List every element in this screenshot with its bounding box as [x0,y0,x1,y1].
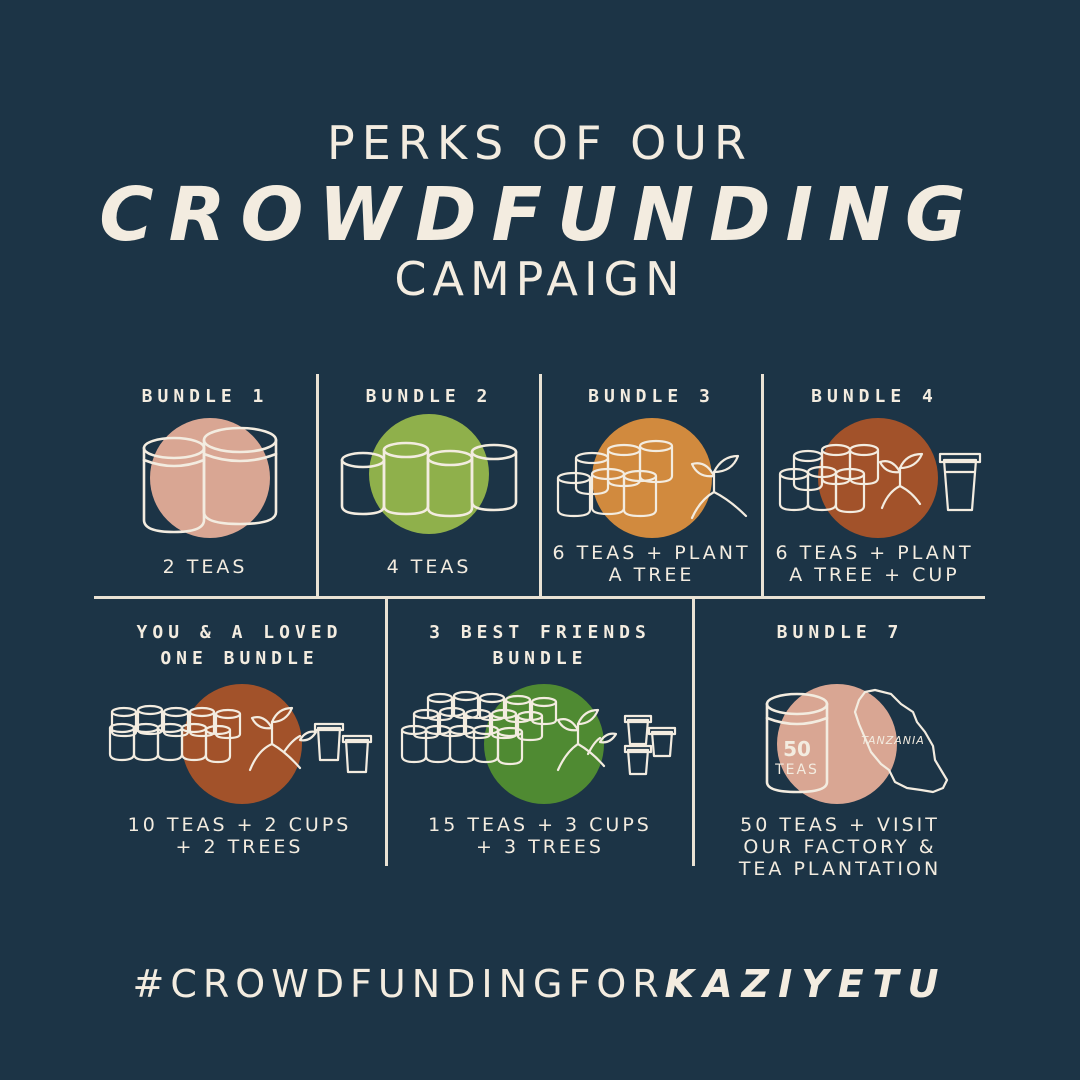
bundle-title: BUNDLE 3 [588,386,715,407]
accent-circle [182,684,302,804]
accent-circle [150,418,270,538]
campaign-hashtag: #CROWDFUNDINGFORKAZIYETU [0,962,1080,1006]
grid-divider [316,374,319,596]
bundle-description: 50 TEAS + VISIT OUR FACTORY & TEA PLANTA… [738,814,942,880]
grid-divider [385,599,388,866]
bundle-card-4: BUNDLE 4 6 TEAS + PLANT A TREE + CUP [764,380,985,596]
bundle-title: 3 BEST FRIENDS BUNDLE [429,622,651,669]
bundle-title: BUNDLE 4 [811,386,938,407]
accent-circle [592,418,712,538]
title-line-3: CAMPAIGN [394,252,686,306]
hashtag-prefix: #CROWDFUNDINGFOR [132,962,665,1006]
grid-divider [539,374,542,596]
hashtag-brand: KAZIYETU [664,962,948,1006]
bundle-description: 4 TEAS [386,556,472,578]
bundle-description: 10 TEAS + 2 CUPS + 2 TREES [127,814,352,858]
map-label: TANZANIA [861,734,925,747]
bundle-description: 6 TEAS + PLANT A TREE + CUP [775,542,974,586]
bundle-card-1: BUNDLE 1 2 TEAS [94,380,316,596]
tea-tin-map-icon: 50 TEAS TANZANIA [765,684,949,804]
bundle-title: BUNDLE 7 [776,622,904,643]
bundle-title: YOU & A LOVED ONE BUNDLE [136,622,343,669]
bundle-card-3: BUNDLE 3 6 TEAS + PLANT A TREE [542,380,761,596]
tea-tins-icon [340,414,518,534]
tea-tins-tree-icon [556,418,748,538]
tea-tins-cups-trees-icon [400,684,677,804]
tea-tins-icon [142,418,278,538]
bundle-title: BUNDLE 2 [365,386,493,407]
bundle-title: BUNDLE 1 [141,386,269,407]
title-line-2: CROWDFUNDING [99,172,981,258]
grid-divider [94,596,985,599]
bundle-card-7: BUNDLE 7 50 TEAS TANZANIA 50 TEAS + VISI… [695,620,985,880]
bundle-card-2: BUNDLE 2 4 TEAS [319,380,539,596]
accent-circle [484,684,604,804]
bundle-card-6: 3 BEST FRIENDS BUNDLE [388,620,692,866]
title-line-1: PERKS OF OUR [327,116,753,170]
bundle-description: 6 TEAS + PLANT A TREE [552,542,751,586]
grid-divider [761,374,764,596]
tea-tins-tree-cup-icon [778,418,982,538]
bundle-card-5: YOU & A LOVED ONE BUNDLE 10 TEAS + 2 CUP… [94,620,385,866]
tin-label-number: 50 [783,737,811,761]
grid-divider [692,599,695,866]
tin-label-text: TEAS [774,762,819,778]
tea-tins-cups-trees-icon [108,684,373,804]
bundle-description: 15 TEAS + 3 CUPS + 3 TREES [428,814,652,858]
bundle-description: 2 TEAS [162,556,248,578]
